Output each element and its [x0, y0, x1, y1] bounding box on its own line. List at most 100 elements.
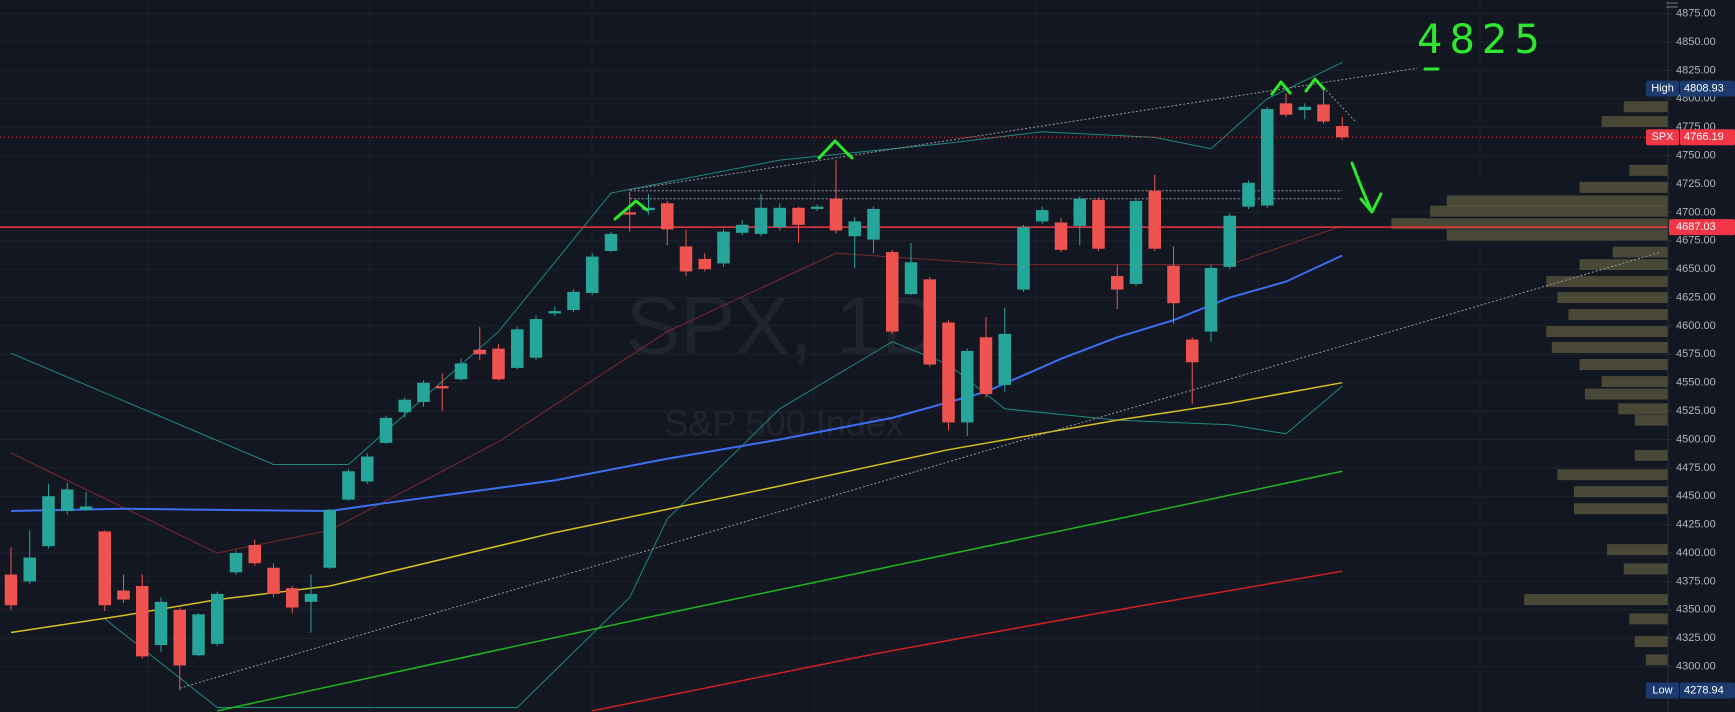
- candle-body: [698, 258, 711, 270]
- y-tick-label: 4550.00: [1676, 377, 1716, 389]
- trendline: [179, 251, 1662, 689]
- y-tick-label: 4825.00: [1676, 64, 1716, 76]
- candle-body: [1242, 182, 1255, 207]
- price-label-name: Low: [1652, 684, 1672, 696]
- y-tick-label: 4675.00: [1676, 235, 1716, 247]
- candle-body: [473, 349, 486, 355]
- indicator-line: [10, 381, 1343, 634]
- price-label-tag: [1646, 80, 1679, 97]
- candle-body: [211, 593, 224, 644]
- volume-profile-bar: [1579, 259, 1668, 271]
- candle-body: [942, 322, 955, 423]
- candle-body: [304, 593, 318, 602]
- candle-body: [323, 509, 336, 568]
- volume-profile-bar: [1546, 276, 1668, 288]
- volume-profile-bar: [1629, 164, 1668, 176]
- candle-body: [998, 333, 1011, 385]
- candle-body: [1186, 339, 1199, 363]
- menu-icon[interactable]: [1666, 2, 1678, 8]
- candle-body: [529, 319, 543, 358]
- candle-body: [586, 256, 599, 293]
- candle-body: [1054, 222, 1068, 250]
- candle-body: [154, 601, 168, 646]
- candle-body: [4, 574, 18, 606]
- volume-profile-bar: [1551, 341, 1668, 353]
- candle-body: [886, 252, 899, 332]
- price-label-box: [1680, 682, 1735, 699]
- volume-profile-bar: [1629, 613, 1668, 625]
- y-tick-label: 4500.00: [1676, 433, 1716, 445]
- candle-body: [1279, 103, 1293, 115]
- candle-body: [1336, 126, 1349, 138]
- y-tick-label: 4325.00: [1676, 632, 1716, 644]
- y-tick-label: 4525.00: [1676, 405, 1716, 417]
- volume-profile-bar: [1634, 449, 1668, 461]
- candle-body: [248, 545, 261, 564]
- candle-body: [1298, 106, 1311, 111]
- candle-body: [867, 208, 880, 240]
- volume-profile-bar: [1557, 292, 1668, 304]
- volume-profile-bar: [1446, 229, 1668, 241]
- candle-body: [173, 609, 186, 666]
- candle-body: [1317, 104, 1330, 122]
- y-tick-label: 4450.00: [1676, 490, 1716, 502]
- candle-body: [736, 224, 749, 233]
- price-label-box: [1680, 80, 1735, 97]
- candle-body: [492, 348, 505, 380]
- y-tick-label: 4300.00: [1676, 660, 1716, 672]
- candle-body: [661, 203, 674, 230]
- y-tick-label: 4750.00: [1676, 149, 1716, 161]
- candle-body: [267, 567, 280, 594]
- candle-body: [1111, 275, 1124, 290]
- candle-body: [1036, 210, 1049, 222]
- volume-profile-bar: [1623, 563, 1668, 575]
- candle-body: [79, 506, 93, 510]
- indicator-line: [10, 62, 1343, 465]
- price-label-box: [1669, 219, 1735, 236]
- caret: [1304, 77, 1326, 93]
- volume-profile-bar: [1601, 116, 1668, 128]
- y-tick-label: 4600.00: [1676, 320, 1716, 332]
- y-tick-label: 4725.00: [1676, 178, 1716, 190]
- y-tick-label: 4375.00: [1676, 575, 1716, 587]
- candle-body: [904, 262, 918, 295]
- y-tick-label: 4650.00: [1676, 263, 1716, 275]
- volume-profile-bar: [1585, 388, 1668, 400]
- candle-body: [829, 198, 843, 231]
- candle-body: [1073, 198, 1086, 226]
- y-tick-label: 4575.00: [1676, 348, 1716, 360]
- candle-body: [717, 231, 730, 264]
- volume-profile-bar: [1446, 195, 1668, 207]
- volume-profile-bar: [1623, 101, 1668, 113]
- price-label-value: 4766.19: [1684, 131, 1724, 143]
- indicator-line: [217, 470, 1343, 712]
- volume-profile-bar: [1573, 486, 1668, 498]
- candle-body: [1017, 227, 1030, 290]
- candle-body: [98, 531, 111, 606]
- candle-body: [679, 246, 693, 272]
- hand-drawing: 4825: [613, 17, 1547, 221]
- annotation: 4825: [1417, 17, 1547, 63]
- candle-body: [979, 337, 993, 395]
- volume-profile-bar: [1568, 309, 1668, 321]
- caret: [817, 139, 854, 160]
- price-label-value: 4808.93: [1684, 83, 1724, 95]
- candle-body: [229, 553, 243, 573]
- candle-body: [773, 207, 786, 228]
- price-label-tag: [1646, 129, 1679, 146]
- candle-body: [1148, 190, 1161, 249]
- candle-body: [754, 207, 768, 234]
- y-tick-label: 4700.00: [1676, 206, 1716, 218]
- candle-body: [1204, 267, 1218, 332]
- price-label-value: 4278.94: [1684, 684, 1724, 696]
- y-tick-label: 4875.00: [1676, 8, 1716, 20]
- price-label-box: [1680, 129, 1735, 146]
- candle-body: [1261, 109, 1274, 206]
- price-label-name: SPX: [1651, 131, 1674, 143]
- volume-profile-bar: [1557, 469, 1668, 481]
- candle-body: [286, 588, 299, 608]
- axis-labels: 4300.00 4325.00 4350.00 4375.00 4400.00 4425.…: [1646, 8, 1735, 699]
- volume-profile-bar: [1579, 181, 1668, 193]
